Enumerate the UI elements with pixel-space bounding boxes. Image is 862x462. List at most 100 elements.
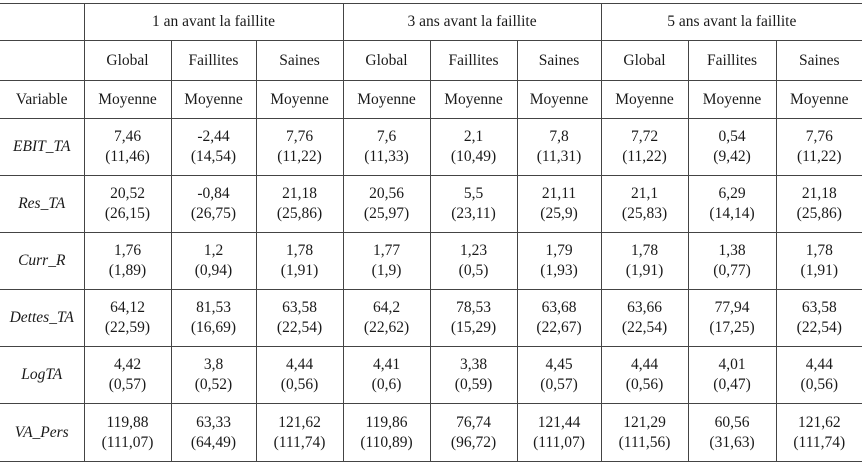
- table-cell: -2,44 (14,54): [170, 118, 257, 176]
- table-row: VA_Pers 119,88 (111,07) 63,33 (64,49) 121,62 (…: [0, 403, 862, 462]
- group-header-saines: Saines: [775, 40, 862, 81]
- period-header-5-years: 5 ans avant la faillite: [600, 3, 862, 41]
- table-cell: 119,86 (110,89): [342, 403, 431, 462]
- mean-value: -0,84: [197, 185, 230, 202]
- table-cell: 78,53 (15,29): [429, 289, 518, 347]
- table-cell: 5,5 (23,11): [429, 175, 518, 233]
- table-cell: 121,62 (111,74): [255, 403, 344, 462]
- std-dev-value: (25,9): [540, 205, 578, 222]
- mean-value: 7,46: [113, 128, 142, 145]
- std-dev-value: (11,46): [105, 148, 150, 165]
- stat-header-row: Variable Moyenne Moyenne Moyenne Moyenne…: [0, 80, 862, 119]
- group-header-global: Global: [342, 40, 431, 81]
- table-cell: 63,58 (22,54): [255, 289, 344, 347]
- std-dev-value: (22,54): [276, 319, 323, 336]
- stat-header-mean: Moyenne: [342, 80, 431, 119]
- table-cell: -0,84 (26,75): [170, 175, 257, 233]
- std-dev-value: (111,74): [793, 433, 846, 451]
- mean-value: 63,68: [541, 299, 577, 316]
- stat-header-mean: Moyenne: [83, 80, 172, 119]
- mean-value: 4,44: [630, 356, 659, 373]
- table-cell: 4,45 (0,57): [516, 346, 602, 404]
- std-dev-value: (0,57): [540, 376, 578, 393]
- std-dev-value: (16,69): [190, 319, 237, 336]
- mean-value: 21,18: [282, 185, 317, 202]
- mean-value: 1,79: [545, 242, 573, 259]
- std-dev-value: (10,49): [450, 148, 497, 165]
- mean-value: 7,6: [376, 128, 397, 145]
- table-cell: 21,1 (25,83): [600, 175, 689, 233]
- table-row: EBIT_TA 7,46 (11,46) -2,44 (14,54) 7,76 (11,22…: [0, 118, 862, 176]
- mean-value: 4,44: [285, 356, 314, 373]
- std-dev-value: (1,91): [800, 262, 838, 279]
- table-row: LogTA 4,42 (0,57) 3,8 (0,52) 4,44 (0,56) 4,41 (0…: [0, 346, 862, 404]
- std-dev-value: (0,6): [371, 376, 402, 393]
- std-dev-value: (111,07): [533, 433, 585, 451]
- mean-value: 121,62: [797, 413, 841, 431]
- table-cell: 4,44 (0,56): [600, 346, 689, 404]
- group-header-faillites: Faillites: [170, 40, 257, 81]
- std-dev-value: (25,86): [276, 205, 323, 222]
- mean-value: 119,88: [106, 413, 149, 431]
- table-cell: 3,8 (0,52): [170, 346, 257, 404]
- mean-value: 64,12: [110, 299, 145, 316]
- table-cell: 0,54 (9,42): [687, 118, 777, 176]
- std-dev-value: (14,14): [709, 205, 755, 222]
- mean-value: 4,41: [372, 356, 401, 373]
- table-cell: 63,68 (22,67): [516, 289, 602, 347]
- std-dev-value: (0,47): [713, 376, 751, 393]
- group-header-faillites: Faillites: [687, 40, 777, 81]
- table-cell: 1,78 (1,91): [775, 232, 862, 290]
- std-dev-value: (0,56): [280, 376, 319, 393]
- std-dev-value: (0,77): [713, 262, 751, 279]
- table-cell: 1,76 (1,89): [83, 232, 172, 290]
- table-cell: 64,12 (22,59): [83, 289, 172, 347]
- std-dev-value: (15,29): [450, 319, 497, 336]
- table-cell: 4,44 (0,56): [255, 346, 344, 404]
- std-dev-value: (110,89): [360, 433, 413, 451]
- variable-name: VA_Pers: [0, 403, 85, 462]
- stat-header-mean: Moyenne: [255, 80, 344, 119]
- std-dev-value: (64,49): [190, 433, 237, 451]
- table-cell: 81,53 (16,69): [170, 289, 257, 347]
- table-cell: 4,41 (0,6): [342, 346, 431, 404]
- period-header-row: 1 an avant la faillite 3 ans avant la fa…: [0, 3, 862, 41]
- mean-value: 21,11: [541, 185, 577, 202]
- mean-value: 76,74: [456, 413, 491, 431]
- std-dev-value: (0,52): [194, 376, 233, 393]
- mean-value: 20,52: [110, 185, 145, 202]
- mean-value: 1,38: [718, 242, 746, 259]
- mean-value: 21,1: [630, 185, 659, 202]
- table-cell: 4,44 (0,56): [775, 346, 862, 404]
- std-dev-value: (11,22): [277, 148, 322, 165]
- variable-name: Res_TA: [0, 175, 85, 233]
- std-dev-value: (0,57): [108, 376, 147, 393]
- std-dev-value: (9,42): [713, 148, 751, 165]
- table-cell: 63,66 (22,54): [600, 289, 689, 347]
- mean-value: 1,2: [203, 242, 224, 259]
- corner-cell: [0, 40, 85, 81]
- mean-value: 81,53: [196, 299, 231, 316]
- table-row: Res_TA 20,52 (26,15) -0,84 (26,75) 21,18 (25,8…: [0, 175, 862, 233]
- mean-value: 4,45: [545, 356, 573, 373]
- table-cell: 60,56 (31,63): [687, 403, 777, 462]
- table-cell: 1,23 (0,5): [429, 232, 518, 290]
- mean-value: 60,56: [714, 413, 750, 431]
- table-cell: 4,42 (0,57): [83, 346, 172, 404]
- table-cell: 21,11 (25,9): [516, 175, 602, 233]
- table-cell: 7,76 (11,22): [775, 118, 862, 176]
- table-cell: 77,94 (17,25): [687, 289, 777, 347]
- table-cell: 121,62 (111,74): [775, 403, 862, 462]
- stat-header-mean: Moyenne: [600, 80, 689, 119]
- mean-value: 7,76: [285, 128, 314, 145]
- std-dev-value: (0,59): [454, 376, 493, 393]
- stat-header-mean: Moyenne: [516, 80, 602, 119]
- std-dev-value: (111,74): [273, 433, 326, 451]
- group-header-saines: Saines: [255, 40, 344, 81]
- std-dev-value: (25,97): [363, 205, 410, 222]
- table-cell: 7,8 (11,31): [516, 118, 602, 176]
- mean-value: 4,44: [805, 356, 833, 373]
- stat-header-mean: Moyenne: [170, 80, 257, 119]
- std-dev-value: (0,5): [458, 262, 489, 279]
- variable-name: Dettes_TA: [0, 289, 85, 347]
